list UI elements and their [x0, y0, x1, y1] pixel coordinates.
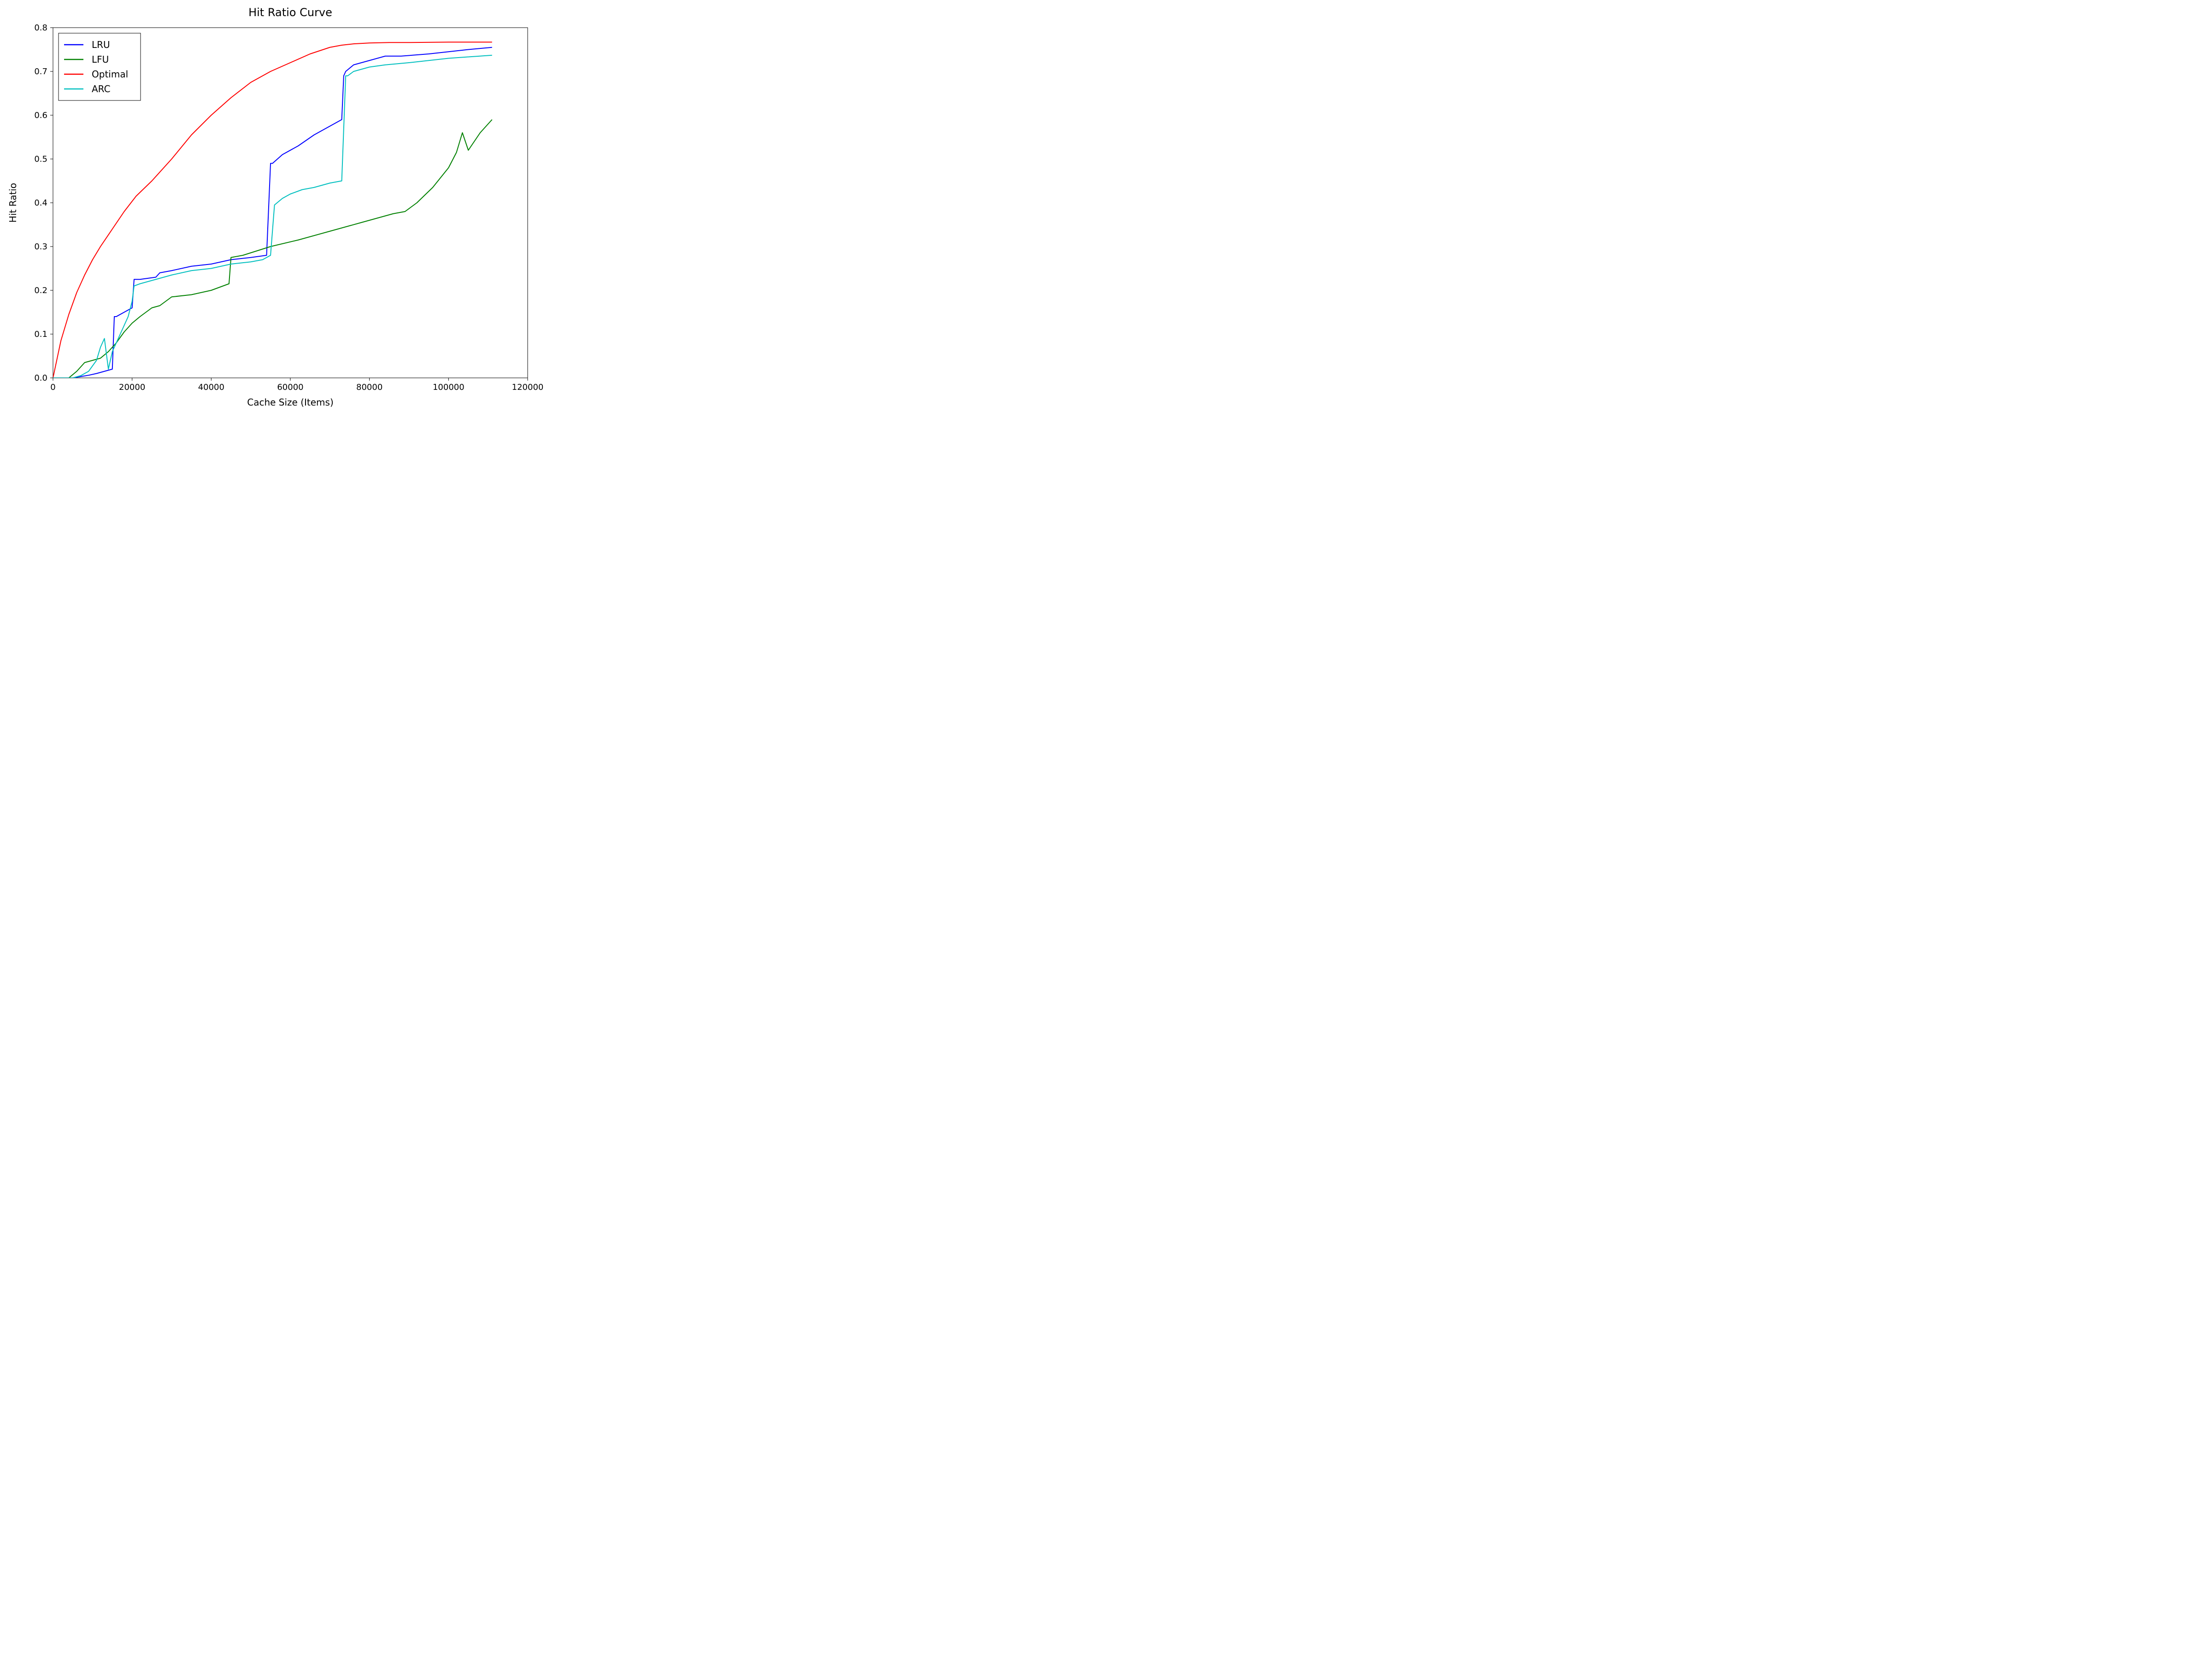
y-tick-label: 0.0	[34, 373, 47, 383]
y-tick-label: 0.6	[34, 111, 47, 120]
y-tick-label: 0.8	[34, 23, 47, 33]
legend-item-label: ARC	[92, 83, 111, 94]
x-tick-label: 0	[50, 382, 55, 392]
y-tick-label: 0.3	[34, 242, 47, 252]
legend-item-label: LFU	[92, 54, 109, 65]
line-chart: 0 20000 40000 60000 80000 100000 120000 0.0 0.1 0…	[0, 0, 553, 415]
x-axis-label: Cache Size (Items)	[247, 397, 334, 408]
y-tick-label: 0.1	[34, 329, 47, 339]
chart-title: Hit Ratio Curve	[248, 6, 332, 19]
y-tick-label: 0.4	[34, 198, 47, 208]
x-tick-label: 80000	[356, 382, 382, 392]
y-tick-label: 0.5	[34, 154, 47, 164]
x-tick-label: 100000	[433, 382, 465, 392]
legend-item-label: Optimal	[92, 69, 128, 80]
chart-container: 0 20000 40000 60000 80000 100000 120000 0.0 0.1 0…	[0, 0, 553, 415]
y-tick-label: 0.2	[34, 286, 47, 295]
y-tick-label: 0.7	[34, 67, 47, 76]
x-tick-label: 120000	[512, 382, 544, 392]
x-tick-label: 40000	[198, 382, 224, 392]
legend-item-label: LRU	[92, 39, 110, 50]
legend: LRU LFU Optimal ARC	[59, 33, 141, 100]
x-tick-label: 60000	[277, 382, 303, 392]
y-axis-label: Hit Ratio	[7, 183, 18, 223]
x-tick-label: 20000	[119, 382, 145, 392]
